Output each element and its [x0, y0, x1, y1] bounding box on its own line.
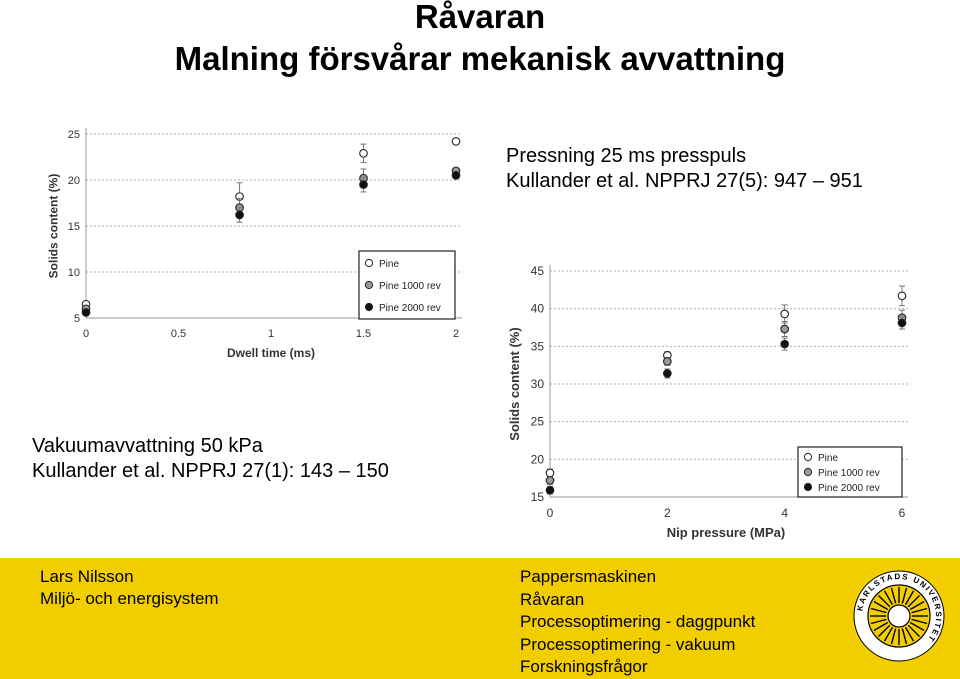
nip-pressure-chart: 15 20 25 30 35 40 45 0 2 4 6 Nip pressure (MPa) Soli… — [494, 255, 924, 555]
x-tick-label: 2 — [664, 506, 671, 520]
data-point — [359, 180, 368, 189]
x-tick-label: 2 — [453, 328, 459, 340]
data-point — [451, 137, 461, 146]
sun-rays-icon — [870, 587, 928, 645]
sun-ray — [873, 621, 889, 632]
y-tick-label: 35 — [531, 339, 545, 353]
sun-ray — [911, 607, 928, 614]
data-point — [451, 171, 461, 180]
sun-ray — [907, 594, 921, 608]
footer-author: Lars Nilsson Miljö- och energisystem — [40, 566, 219, 610]
legend-label: Pine 1000 rev — [818, 468, 880, 479]
footer-topic-item[interactable]: Råvaran — [520, 589, 585, 609]
legend-box — [797, 446, 903, 498]
data-point — [545, 468, 555, 478]
y-tick-label: 15 — [531, 490, 545, 504]
data-point — [780, 309, 790, 319]
legend-marker — [364, 302, 374, 312]
sun-ray — [877, 624, 891, 638]
data-point — [662, 357, 672, 366]
dwell-time-chart: 5 10 15 20 25 0 0.5 1 1.5 2 Dwell time (ms) Solids … — [36, 118, 476, 378]
legend-label: Pine 2000 rev — [818, 483, 880, 494]
sun-ray — [883, 590, 894, 606]
footer-author-dept: Miljö- och energisystem — [40, 589, 219, 608]
legend-label: Pine — [379, 259, 399, 270]
pressing-caption-line-1: Pressning 25 ms presspuls — [506, 145, 747, 167]
y-tick-label: 25 — [531, 415, 545, 429]
x-tick-label: 0 — [547, 506, 554, 520]
x-tick-label: 1.5 — [356, 328, 371, 340]
vacuum-caption-line-1: Vakuumavvattning 50 kPa — [32, 435, 263, 457]
x-tick-label: 0 — [83, 328, 89, 340]
x-axis-label: Dwell time (ms) — [227, 346, 315, 360]
x-tick-label: 1 — [268, 328, 274, 340]
y-tick-label: 40 — [531, 302, 545, 316]
sun-ray — [890, 628, 897, 645]
x-tick-label: 4 — [781, 506, 788, 520]
sun-ray — [904, 590, 915, 606]
footer-topics: Pappersmaskinen Råvaran Processoptimerin… — [520, 566, 755, 679]
y-tick-label: 20 — [68, 175, 80, 187]
y-tick-label: 15 — [68, 221, 80, 233]
data-point — [897, 291, 907, 301]
legend-label: Pine — [818, 453, 838, 464]
y-axis-label: Solids content (%) — [46, 174, 60, 279]
sun-ray — [907, 624, 921, 638]
sun-ray — [873, 600, 889, 611]
university-seal-logo: KARLSTADS UNIVERSITET — [853, 570, 945, 662]
y-axis-label: Solids content (%) — [507, 327, 522, 440]
legend-box — [358, 250, 456, 320]
legend-marker — [364, 258, 374, 268]
legend-label: Pine 2000 rev — [379, 303, 441, 314]
data-point — [359, 148, 368, 158]
y-tick-label: 20 — [531, 452, 545, 466]
vacuum-caption-line-2: Kullander et al. NPPRJ 27(1): 143 – 150 — [32, 460, 389, 482]
vacuum-caption: Vakuumavvattning 50 kPa Kullander et al.… — [32, 434, 389, 484]
y-tick-label: 30 — [531, 377, 545, 391]
data-point — [545, 476, 555, 485]
footer-topic-item[interactable]: Pappersmaskinen — [520, 567, 657, 586]
sun-ray — [909, 621, 925, 632]
legend-marker — [803, 467, 813, 477]
footer-topic-item[interactable]: Processoptimering - daggpunkt — [520, 612, 756, 631]
legend-marker — [364, 280, 374, 290]
sun-ray — [870, 618, 887, 625]
sun-ray — [911, 618, 928, 625]
data-point — [81, 308, 91, 317]
sun-ray — [883, 626, 894, 642]
legend-label: Pine 1000 rev — [379, 281, 441, 292]
pressing-caption: Pressning 25 ms presspuls Kullander et a… — [506, 144, 863, 194]
sun-ray — [901, 587, 908, 604]
y-tick-label: 10 — [68, 267, 80, 279]
data-point — [780, 339, 790, 349]
legend-marker — [803, 452, 813, 462]
footer-topic-item[interactable]: Processoptimering - vakuum — [520, 634, 736, 654]
sun-ray — [909, 600, 925, 611]
sun-ray — [890, 587, 897, 604]
data-point — [545, 485, 555, 495]
y-tick-label: 25 — [68, 129, 80, 141]
x-axis-label: Nip pressure (MPa) — [667, 525, 785, 540]
data-point — [780, 324, 790, 334]
slide-title: Råvaran — [414, 0, 546, 35]
footer-author-name: Lars Nilsson — [40, 567, 134, 586]
slide-subtitle: Malning försvårar mekanisk avvattning — [174, 40, 786, 77]
x-tick-label: 6 — [899, 506, 906, 520]
y-tick-label: 5 — [74, 313, 80, 325]
footer-bar: Lars Nilsson Miljö- och energisystem Pap… — [0, 558, 960, 679]
data-point — [897, 318, 907, 328]
pressing-caption-line-2: Kullander et al. NPPRJ 27(5): 947 – 951 — [506, 170, 863, 192]
data-point — [662, 369, 672, 378]
data-point — [235, 210, 244, 220]
sun-ray — [870, 607, 887, 614]
sun-ray — [901, 628, 908, 645]
sun-ray — [877, 594, 891, 608]
legend-marker — [803, 482, 813, 492]
footer-topic-item[interactable]: Forskningsfrågor — [520, 657, 648, 676]
y-tick-label: 45 — [531, 264, 545, 278]
x-tick-label: 0.5 — [171, 328, 186, 340]
sun-ray — [904, 626, 915, 642]
